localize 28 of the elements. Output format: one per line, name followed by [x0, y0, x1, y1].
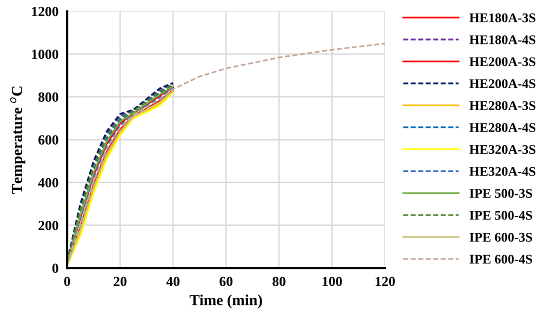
x-tick-label: 0 — [64, 276, 70, 286]
x-tick-label: 80 — [272, 276, 286, 286]
x-tick-label: 60 — [220, 276, 232, 286]
y-tick-label: 600 — [38, 135, 58, 145]
y-tick-label: 400 — [38, 178, 58, 188]
legend-label: HE180A-3S — [469, 13, 536, 22]
y-tick-label: 800 — [38, 92, 58, 102]
legend-label: HE200A-4S — [469, 79, 536, 88]
legend-label: HE280A-4S — [469, 123, 536, 132]
x-tick-label: 120 — [376, 276, 395, 286]
legend-label: HE320A-3S — [469, 145, 536, 154]
legend-label: IPE 500-3S — [470, 188, 532, 198]
x-axis-title: Time (min) — [190, 294, 262, 308]
x-tick-label: 20 — [114, 276, 126, 286]
legend-label: IPE 600-3S — [470, 232, 532, 242]
y-tick-label: 0 — [52, 264, 58, 273]
legend-label: HE200A-3S — [469, 57, 536, 66]
y-tick-label: 1000 — [32, 50, 58, 59]
y-tick-label: 1200 — [32, 6, 58, 16]
x-tick-label: 100 — [322, 276, 342, 286]
legend-label: HE180A-4S — [469, 35, 536, 44]
legend-label: HE280A-3S — [469, 101, 536, 110]
y-axis-title: Temperature $^{o}$C — [10, 86, 26, 194]
legend-label: IPE 600-4S — [470, 254, 532, 264]
x-tick-label: 40 — [166, 276, 180, 286]
y-tick-label: 200 — [38, 220, 58, 230]
legend-label: IPE 500-4S — [470, 210, 532, 220]
legend-label: HE320A-4S — [469, 166, 536, 176]
